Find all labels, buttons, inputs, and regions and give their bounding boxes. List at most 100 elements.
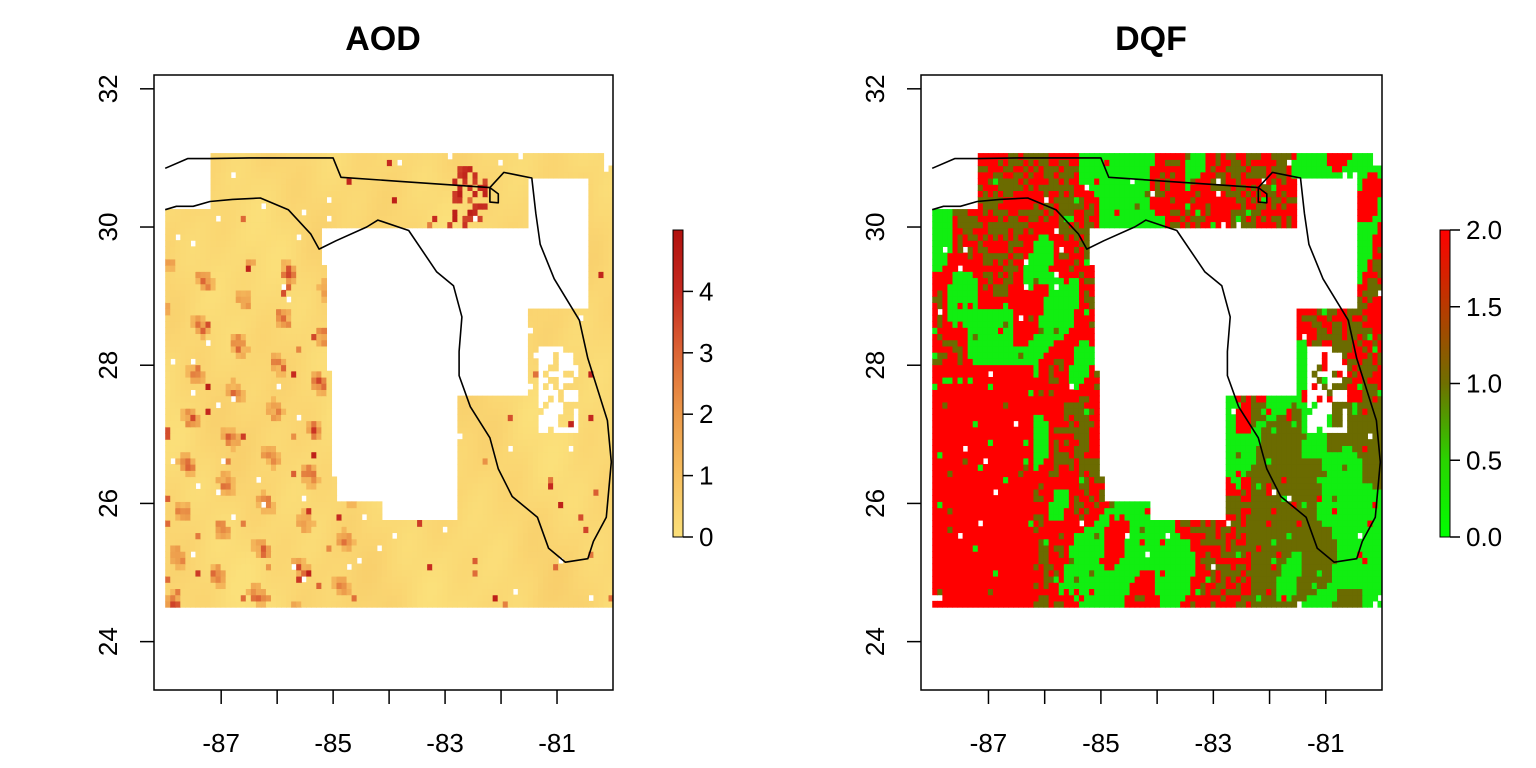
raster-cell [306, 258, 312, 266]
raster-cell [517, 184, 524, 191]
raster-cell [255, 414, 262, 422]
raster-cell [532, 507, 539, 515]
raster-cell [522, 557, 529, 565]
raster-cell [326, 538, 333, 546]
raster-cell [255, 507, 262, 515]
raster-cell [1245, 582, 1252, 590]
raster-cell [492, 551, 499, 558]
raster-cell [967, 594, 974, 602]
raster-cell [593, 557, 600, 565]
raster-cell [215, 600, 222, 608]
raster-cell [598, 339, 605, 347]
raster-cell [1043, 582, 1050, 590]
raster-cell [175, 501, 181, 509]
raster-cell [296, 221, 302, 229]
raster-cell [1068, 575, 1075, 583]
raster-cell [260, 401, 267, 409]
raster-cell [351, 544, 358, 552]
raster-cell [286, 395, 292, 403]
raster-cell [170, 544, 176, 552]
raster-cell [296, 184, 302, 191]
raster-cell [170, 563, 176, 571]
aod-raster [165, 153, 613, 608]
raster-cell [1068, 600, 1075, 608]
raster-cell [482, 401, 489, 409]
raster-cell [583, 159, 589, 167]
raster-cell [270, 289, 277, 297]
raster-cell [608, 364, 613, 372]
raster-cell [190, 451, 197, 459]
raster-cell [573, 153, 579, 160]
raster-cell [583, 513, 589, 521]
raster-cell [998, 575, 1004, 583]
raster-cell [568, 476, 574, 484]
raster-cell [255, 464, 262, 471]
raster-cell [527, 495, 534, 502]
raster-cell [200, 240, 207, 247]
raster-cell [553, 439, 559, 446]
raster-cell [366, 513, 373, 521]
raster-cell [215, 209, 222, 216]
raster-cell [502, 544, 509, 552]
raster-cell [588, 457, 595, 465]
raster-cell [487, 426, 494, 434]
raster-cell [316, 221, 322, 229]
raster-cell [180, 221, 186, 229]
raster-cell [558, 445, 564, 453]
raster-cell [477, 445, 484, 453]
raster-cell [240, 401, 247, 409]
raster-cell [200, 414, 207, 422]
raster-cell [230, 420, 237, 428]
raster-cell [1084, 575, 1090, 583]
raster-cell [210, 408, 217, 415]
raster-cell [195, 557, 202, 565]
raster-cell [255, 445, 262, 453]
raster-cell [401, 588, 408, 596]
raster-cell [200, 582, 207, 590]
raster-cell [185, 470, 191, 478]
raster-cell [175, 544, 181, 552]
raster-cell [487, 526, 494, 534]
raster-cell [593, 302, 600, 310]
raster-cell [230, 563, 237, 571]
raster-cell [205, 389, 212, 397]
raster-cell [255, 209, 262, 216]
raster-cell [195, 414, 202, 422]
raster-cell [341, 569, 348, 577]
raster-cell [220, 314, 227, 322]
raster-cell [1251, 594, 1257, 602]
raster-cell [512, 476, 519, 484]
raster-cell [1352, 588, 1358, 596]
raster-cell [588, 426, 595, 434]
raster-cell [321, 594, 328, 602]
raster-cell [487, 544, 494, 552]
raster-cell [532, 532, 539, 540]
raster-cell [593, 426, 600, 434]
raster-cell [588, 196, 595, 204]
raster-cell [502, 184, 509, 191]
raster-cell [1018, 582, 1024, 590]
raster-cell [1296, 594, 1303, 602]
raster-cell [1185, 582, 1191, 590]
raster-cell [1362, 575, 1368, 583]
raster-cell [1159, 575, 1166, 583]
raster-cell [457, 414, 464, 422]
raster-cell [356, 221, 363, 229]
raster-cell [291, 302, 297, 310]
raster-cell [200, 482, 207, 490]
raster-cell [427, 569, 433, 577]
raster-cell [437, 526, 443, 534]
raster-cell [265, 165, 272, 173]
raster-cell [492, 600, 499, 608]
raster-cell [1301, 594, 1308, 602]
raster-cell [230, 370, 237, 378]
raster-cell [608, 171, 613, 179]
raster-cell [301, 557, 307, 565]
raster-cell [376, 588, 383, 596]
raster-cell [260, 563, 267, 571]
raster-cell [265, 209, 272, 216]
raster-cell [301, 526, 307, 534]
raster-cell [462, 190, 469, 198]
raster-cell [311, 414, 317, 422]
raster-cell [412, 594, 418, 602]
